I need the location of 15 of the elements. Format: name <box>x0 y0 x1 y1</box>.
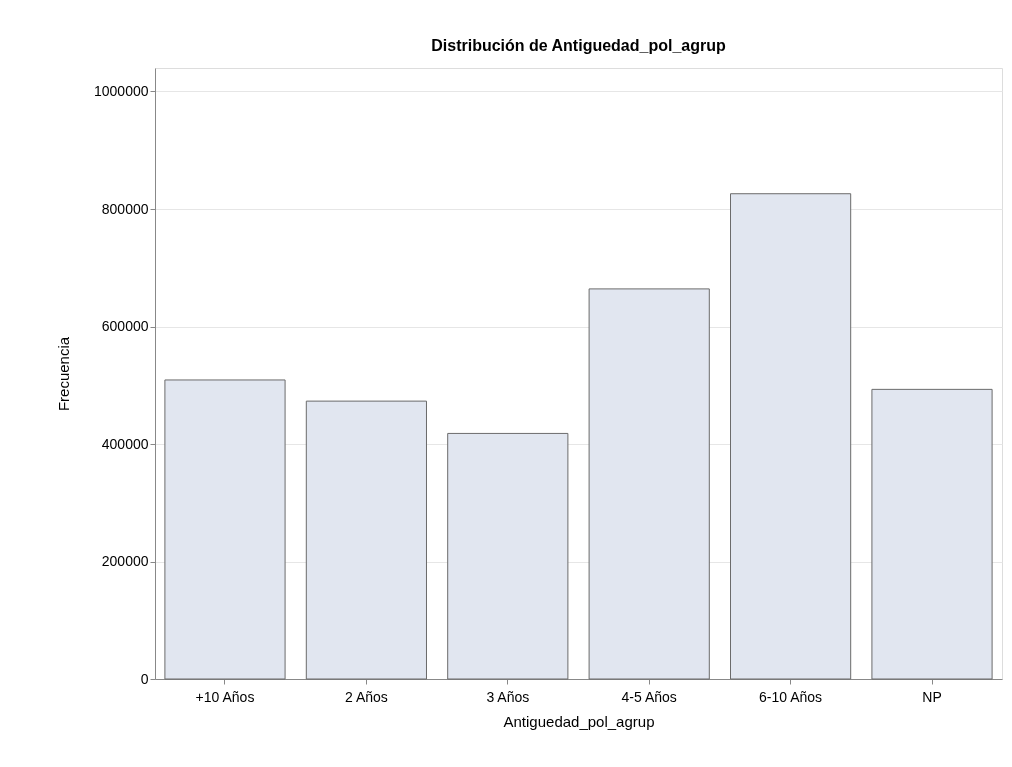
y-tick-label: 800000 <box>101 200 149 217</box>
x-tick-label: NP <box>922 688 942 705</box>
x-axis-title: Antiguedad_pol_agrup <box>503 712 655 730</box>
x-tick-label: 2 Años <box>344 688 388 705</box>
y-tick-label: 200000 <box>101 553 149 569</box>
x-tick-label: 3 Años <box>486 688 530 705</box>
y-tick-label: 400000 <box>101 435 149 452</box>
y-tick-label: 0 <box>140 670 149 687</box>
chart-title: Distribución de Antiguedad_pol_agrup <box>431 37 726 54</box>
y-axis-title: Frecuencia <box>55 336 72 412</box>
x-tick-label: +10 Años <box>195 688 255 705</box>
x-tick-label: 6-10 Años <box>759 688 823 705</box>
y-tick-label: 600000 <box>101 318 149 334</box>
y-tick-label: 1000000 <box>93 83 149 99</box>
x-tick-label: 4-5 Años <box>621 688 677 705</box>
